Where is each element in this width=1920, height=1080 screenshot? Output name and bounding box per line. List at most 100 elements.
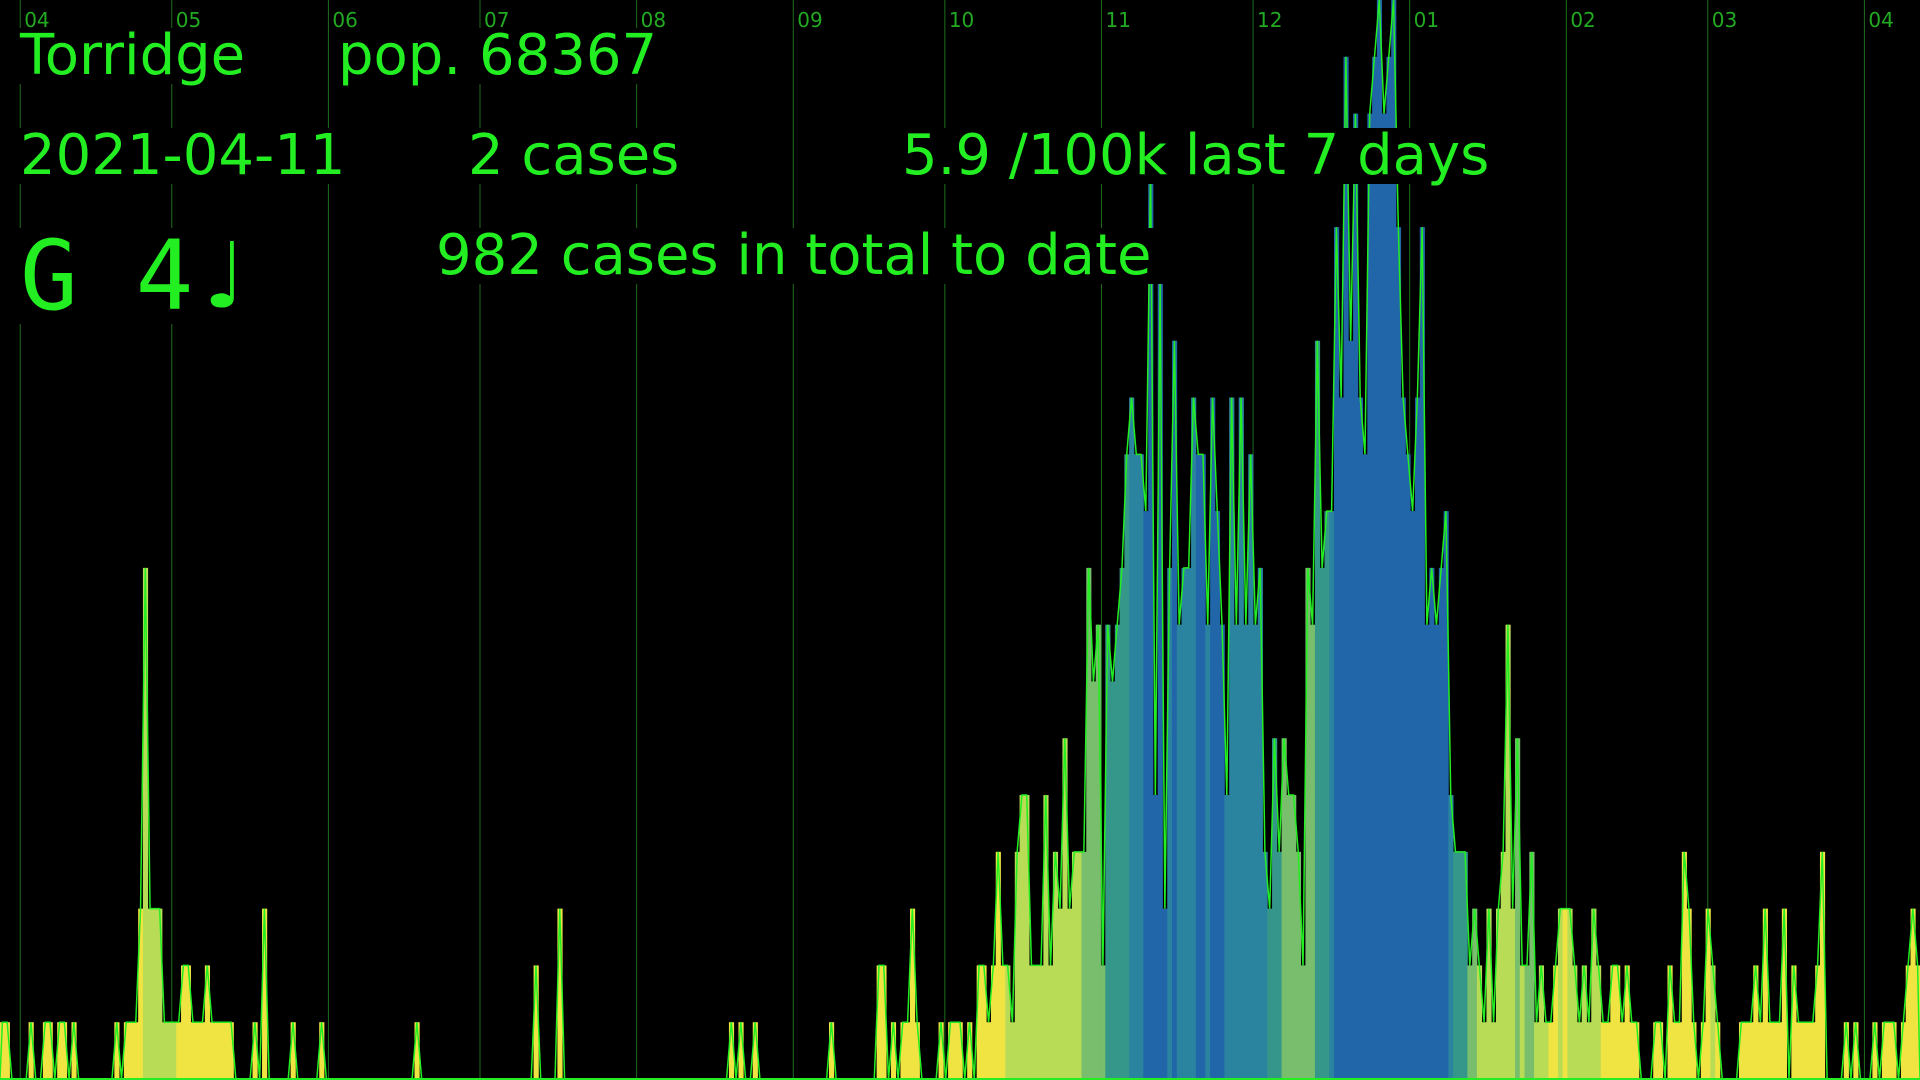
case-bar: [0, 1022, 6, 1079]
case-bar: [195, 1022, 201, 1079]
case-bar: [1538, 965, 1545, 1079]
case-bar: [1543, 1022, 1549, 1079]
case-bar: [123, 1022, 130, 1079]
case-bar: [1891, 1022, 1897, 1079]
case-bar: [1081, 851, 1087, 1079]
case-bar: [738, 1022, 744, 1079]
case-bar: [1071, 851, 1078, 1079]
case-bar: [1310, 624, 1316, 1079]
case-bar: [1229, 397, 1235, 1079]
case-bar: [1038, 965, 1044, 1079]
report-date: 2021-04-11: [14, 128, 352, 184]
case-bar: [1091, 681, 1097, 1079]
case-bar: [1329, 511, 1335, 1079]
case-bar: [1243, 624, 1249, 1079]
case-bar: [752, 1022, 758, 1079]
case-bar: [976, 965, 982, 1079]
month-tick-label: 09: [797, 8, 822, 32]
case-bar: [28, 1022, 34, 1079]
case-bar: [1362, 454, 1368, 1079]
case-bar: [1800, 1022, 1807, 1079]
case-bar: [1524, 965, 1530, 1079]
case-bar: [1529, 851, 1535, 1079]
case-bar: [209, 1022, 215, 1079]
case-bar: [1681, 851, 1687, 1079]
case-bar: [1767, 1022, 1773, 1079]
case-bar: [1495, 908, 1502, 1079]
case-bar: [1810, 1022, 1816, 1079]
case-bar: [1472, 908, 1478, 1079]
month-tick-label: 02: [1570, 8, 1595, 32]
case-bar: [1548, 1022, 1554, 1079]
case-bar: [938, 1022, 944, 1079]
case-bar: [1300, 965, 1306, 1079]
case-bar: [1424, 624, 1430, 1079]
month-tick-label: 04: [1868, 8, 1893, 32]
case-bar: [1743, 1022, 1749, 1079]
month-tick-labels: 04 05 06 07 08 09 10 11 12 01 02 03 04: [24, 8, 1894, 32]
case-bar: [181, 965, 187, 1079]
month-tick-label: 12: [1257, 8, 1282, 32]
case-bar: [1338, 397, 1344, 1079]
case-bar: [1581, 965, 1587, 1079]
case-bar: [1796, 1022, 1802, 1079]
case-bar: [1272, 738, 1278, 1079]
case-bar: [1605, 1022, 1611, 1079]
case-bar: [1624, 965, 1630, 1079]
case-bar: [1634, 1022, 1640, 1079]
case-bar: [1257, 567, 1263, 1079]
case-bar: [1214, 511, 1221, 1079]
case-bar: [1048, 965, 1054, 1079]
case-bar: [319, 1022, 325, 1079]
case-bar: [995, 851, 1001, 1079]
case-bar: [204, 965, 211, 1079]
case-bar: [1715, 1022, 1721, 1079]
case-bar: [1219, 624, 1225, 1079]
case-bar: [1105, 624, 1111, 1079]
case-bar: [1777, 1022, 1783, 1079]
case-bar: [1448, 795, 1454, 1079]
case-bar: [1457, 851, 1464, 1079]
case-bar: [1000, 965, 1006, 1079]
case-bar: [1653, 1022, 1659, 1079]
case-bar: [200, 1022, 206, 1079]
case-bar: [1900, 1022, 1907, 1079]
case-bar: [1343, 56, 1349, 1080]
case-bar: [1610, 965, 1616, 1079]
case-bar: [1167, 567, 1173, 1079]
case-bar: [228, 1022, 234, 1079]
case-bar: [1129, 397, 1135, 1079]
case-bar: [214, 1022, 220, 1079]
case-bar: [1591, 908, 1597, 1079]
case-bar: [1253, 624, 1259, 1079]
case-bar: [1710, 965, 1716, 1079]
case-bar: [905, 1022, 911, 1079]
case-bar: [1248, 454, 1254, 1079]
case-bar: [1233, 624, 1240, 1079]
case-bar: [1353, 113, 1359, 1079]
case-bar: [1314, 340, 1321, 1079]
case-bar: [133, 1022, 139, 1079]
case-bar: [1753, 965, 1759, 1079]
case-bar: [1119, 567, 1125, 1079]
case-bar: [1672, 1022, 1678, 1079]
case-bar: [1667, 965, 1673, 1079]
case-bar: [1124, 454, 1130, 1079]
case-bar: [42, 1022, 49, 1079]
case-bar: [1772, 1022, 1778, 1079]
case-bar: [166, 1022, 172, 1079]
case-bar: [1095, 624, 1101, 1079]
case-bar: [1619, 1022, 1626, 1079]
case-bar: [1491, 1022, 1497, 1079]
population: pop. 68367: [332, 28, 664, 84]
case-bar: [728, 1022, 735, 1079]
case-bar: [1262, 851, 1268, 1079]
case-bar: [957, 1022, 963, 1079]
case-bar: [1086, 567, 1092, 1079]
case-bar: [1162, 908, 1168, 1079]
case-bar: [1534, 1022, 1540, 1079]
case-bar: [1052, 851, 1059, 1079]
case-bar: [1348, 340, 1354, 1079]
case-bar: [881, 965, 887, 1079]
